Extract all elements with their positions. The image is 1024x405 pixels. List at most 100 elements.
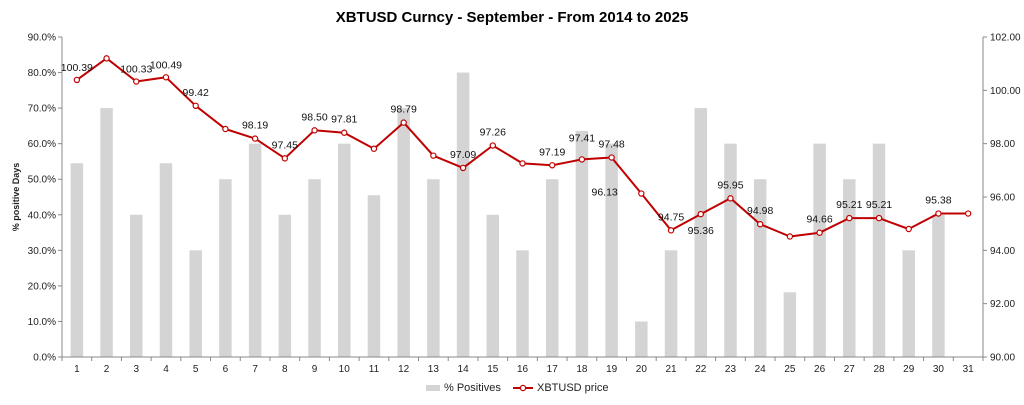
- right-tick-label: 90.00: [990, 353, 1015, 364]
- x-tick-label: 23: [725, 364, 737, 375]
- x-tick-label: 16: [517, 364, 529, 375]
- price-marker: [281, 155, 289, 162]
- price-marker: [103, 55, 110, 62]
- x-tick-label: 18: [576, 364, 588, 375]
- x-tick-label: 22: [695, 364, 707, 375]
- x-tick-label: 13: [428, 364, 440, 375]
- price-marker: [251, 135, 259, 142]
- data-label: 95.95: [717, 179, 743, 191]
- x-tick-label: 12: [398, 364, 410, 375]
- data-label: 97.48: [598, 139, 624, 151]
- price-marker: [727, 195, 734, 202]
- data-label: 98.19: [242, 120, 268, 132]
- bar: [367, 195, 381, 357]
- bar: [932, 214, 945, 357]
- bar: [783, 292, 797, 357]
- bar: [100, 108, 113, 357]
- price-marker: [311, 127, 318, 134]
- bar: [724, 143, 737, 357]
- x-tick-label: 26: [814, 364, 826, 375]
- bar: [189, 250, 202, 357]
- price-marker: [133, 78, 140, 85]
- left-tick-label: 20.0%: [28, 281, 56, 292]
- legend-bar-swatch: [426, 385, 440, 391]
- bar: [545, 179, 559, 357]
- left-tick-label: 0.0%: [33, 353, 56, 364]
- right-tick-label: 102.00: [990, 33, 1021, 44]
- data-label: 95.38: [925, 195, 951, 207]
- price-marker: [192, 102, 199, 110]
- data-label: 97.09: [450, 149, 476, 161]
- legend-line-label: XBTUSD price: [537, 382, 609, 394]
- x-tick-label: 17: [547, 364, 559, 375]
- data-label: 96.13: [591, 187, 617, 199]
- price-marker: [549, 162, 556, 169]
- bar: [70, 163, 84, 357]
- bar: [130, 214, 143, 357]
- left-tick-label: 60.0%: [28, 139, 56, 150]
- price-marker: [400, 119, 407, 126]
- price-marker: [816, 229, 823, 236]
- data-label: 98.50: [301, 111, 327, 123]
- data-label: 97.81: [331, 114, 357, 126]
- bar: [486, 214, 500, 357]
- price-line: [76, 57, 969, 238]
- bar: [635, 321, 648, 357]
- price-marker: [519, 160, 526, 167]
- data-label: 100.39: [61, 62, 93, 74]
- x-tick-label: 27: [844, 364, 856, 375]
- x-tick-label: 5: [193, 364, 199, 375]
- bar: [456, 72, 470, 358]
- x-tick-label: 20: [636, 364, 648, 375]
- x-tick-label: 3: [133, 364, 139, 375]
- price-marker: [162, 74, 170, 81]
- x-tick-label: 28: [873, 364, 885, 375]
- data-label: 95.21: [836, 199, 862, 211]
- left-tick-label: 40.0%: [28, 210, 56, 221]
- price-marker: [964, 210, 972, 217]
- right-tick-label: 100.00: [990, 86, 1021, 97]
- bar: [902, 250, 915, 357]
- data-label: 94.75: [658, 211, 684, 223]
- legend: % Positives XBTUSD price: [426, 382, 609, 394]
- price-marker: [73, 76, 81, 84]
- bar: [338, 143, 351, 357]
- bar: [516, 250, 529, 357]
- price-marker: [222, 125, 229, 133]
- bar: [308, 179, 321, 357]
- x-tick-label: 9: [312, 364, 318, 375]
- x-tick-label: 11: [369, 364, 380, 375]
- bar: [219, 179, 232, 357]
- data-label: 98.79: [391, 104, 417, 116]
- left-tick-label: 10.0%: [28, 317, 56, 328]
- bar: [397, 108, 410, 357]
- price-marker: [846, 214, 853, 222]
- right-tick-label: 98.00: [990, 139, 1015, 150]
- right-tick-label: 92.00: [990, 299, 1015, 310]
- bar: [575, 130, 589, 357]
- data-label: 100.49: [150, 59, 182, 71]
- right-tick-label: 94.00: [990, 246, 1015, 257]
- x-tick-label: 10: [339, 364, 351, 375]
- plot-area: 0.0% 10.0% 20.0% 30.0% 40.0% 50.0% 60.0% 70.0% 8…: [28, 33, 1021, 376]
- left-tick-label: 70.0%: [28, 104, 56, 115]
- bar: [664, 250, 678, 357]
- chart-title: XBTUSD Curncy - September - From 2014 to…: [336, 9, 689, 26]
- price-marker: [578, 156, 586, 163]
- price-marker: [905, 225, 912, 233]
- x-tick-label: 30: [933, 364, 945, 375]
- x-tick-label: 15: [487, 364, 499, 375]
- y-axis-label: % positive Days: [11, 163, 21, 232]
- x-tick-label: 29: [903, 364, 915, 375]
- left-tick-label: 90.0%: [28, 33, 56, 44]
- x-tick-label: 1: [74, 364, 80, 375]
- data-label: 97.45: [272, 139, 298, 151]
- price-marker: [756, 220, 764, 228]
- data-label: 99.42: [183, 87, 209, 99]
- data-label: 95.36: [688, 225, 714, 237]
- price-marker: [370, 145, 378, 152]
- data-label: 95.21: [866, 199, 892, 211]
- data-label: 97.41: [569, 132, 595, 144]
- x-tick-label: 7: [252, 364, 258, 375]
